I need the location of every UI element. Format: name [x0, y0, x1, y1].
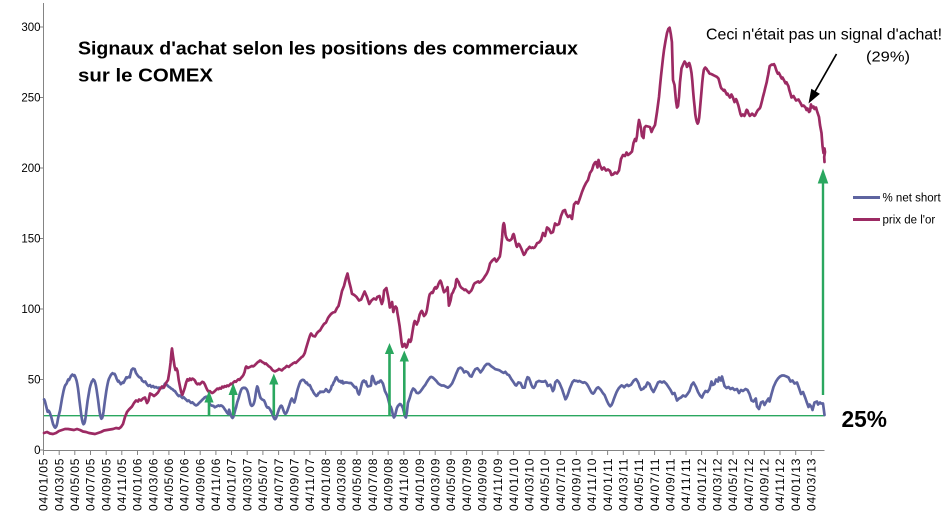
- svg-text:(29%): (29%): [866, 49, 910, 66]
- svg-text:04/03/13: 04/03/13: [805, 458, 819, 511]
- svg-text:04/09/12: 04/09/12: [758, 458, 772, 511]
- svg-text:04/05/12: 04/05/12: [726, 458, 740, 511]
- svg-text:04/05/10: 04/05/10: [538, 458, 552, 511]
- svg-text:04/07/09: 04/07/09: [460, 458, 474, 511]
- svg-text:04/05/08: 04/05/08: [350, 458, 364, 511]
- svg-text:100: 100: [21, 304, 40, 316]
- svg-text:04/09/07: 04/09/07: [287, 458, 301, 511]
- svg-text:04/11/08: 04/11/08: [397, 458, 411, 511]
- svg-text:50: 50: [28, 375, 41, 387]
- svg-text:04/11/06: 04/11/06: [209, 458, 223, 511]
- svg-text:prix de l'or: prix de l'or: [883, 215, 936, 227]
- svg-text:% net short: % net short: [883, 193, 942, 205]
- svg-text:04/05/05: 04/05/05: [68, 458, 82, 511]
- svg-text:04/05/09: 04/05/09: [444, 458, 458, 511]
- svg-text:04/07/08: 04/07/08: [366, 458, 380, 511]
- svg-text:04/01/10: 04/01/10: [507, 458, 521, 511]
- svg-text:04/11/10: 04/11/10: [585, 458, 599, 511]
- svg-text:200: 200: [21, 163, 40, 175]
- svg-text:sur le COMEX: sur le COMEX: [78, 66, 213, 86]
- svg-text:04/03/07: 04/03/07: [240, 458, 254, 511]
- svg-text:04/01/05: 04/01/05: [37, 458, 51, 511]
- svg-text:04/01/12: 04/01/12: [695, 458, 709, 511]
- svg-text:Ceci n'était pas un signal d'a: Ceci n'était pas un signal d'achat!: [706, 27, 942, 44]
- svg-text:04/03/09: 04/03/09: [428, 458, 442, 511]
- svg-text:04/03/11: 04/03/11: [617, 458, 631, 511]
- svg-text:150: 150: [21, 234, 40, 246]
- svg-text:04/11/07: 04/11/07: [303, 458, 317, 511]
- svg-text:300: 300: [21, 22, 40, 34]
- svg-text:04/09/05: 04/09/05: [99, 458, 113, 511]
- svg-text:04/01/08: 04/01/08: [319, 458, 333, 511]
- svg-text:04/11/12: 04/11/12: [773, 458, 787, 511]
- svg-text:04/03/12: 04/03/12: [711, 458, 725, 511]
- svg-text:04/03/08: 04/03/08: [334, 458, 348, 511]
- svg-text:04/01/06: 04/01/06: [131, 458, 145, 511]
- svg-text:250: 250: [21, 93, 40, 105]
- svg-text:Signaux d'achat selon les posi: Signaux d'achat selon les positions des …: [78, 39, 578, 59]
- svg-text:04/01/09: 04/01/09: [413, 458, 427, 511]
- svg-text:04/07/06: 04/07/06: [178, 458, 192, 511]
- svg-text:04/01/13: 04/01/13: [789, 458, 803, 511]
- svg-text:04/03/05: 04/03/05: [52, 458, 66, 511]
- svg-text:04/09/06: 04/09/06: [193, 458, 207, 511]
- svg-text:04/11/09: 04/11/09: [491, 458, 505, 511]
- svg-text:04/05/06: 04/05/06: [162, 458, 176, 511]
- svg-text:04/09/08: 04/09/08: [381, 458, 395, 511]
- svg-text:04/05/07: 04/05/07: [256, 458, 270, 511]
- svg-text:04/11/05: 04/11/05: [115, 458, 129, 511]
- svg-text:04/09/09: 04/09/09: [476, 458, 490, 511]
- svg-text:04/05/11: 04/05/11: [632, 458, 646, 511]
- svg-text:04/09/10: 04/09/10: [570, 458, 584, 511]
- svg-text:04/07/07: 04/07/07: [272, 458, 286, 511]
- svg-text:04/07/05: 04/07/05: [84, 458, 98, 511]
- svg-text:04/07/12: 04/07/12: [742, 458, 756, 511]
- svg-text:04/03/06: 04/03/06: [146, 458, 160, 511]
- svg-text:04/11/11: 04/11/11: [679, 458, 693, 511]
- svg-text:04/01/07: 04/01/07: [225, 458, 239, 511]
- svg-text:04/01/11: 04/01/11: [601, 458, 615, 511]
- svg-text:04/09/11: 04/09/11: [664, 458, 678, 511]
- svg-text:04/03/10: 04/03/10: [523, 458, 537, 511]
- svg-text:04/07/10: 04/07/10: [554, 458, 568, 511]
- svg-text:0: 0: [34, 445, 40, 457]
- svg-text:04/07/11: 04/07/11: [648, 458, 662, 511]
- svg-text:25%: 25%: [842, 406, 888, 432]
